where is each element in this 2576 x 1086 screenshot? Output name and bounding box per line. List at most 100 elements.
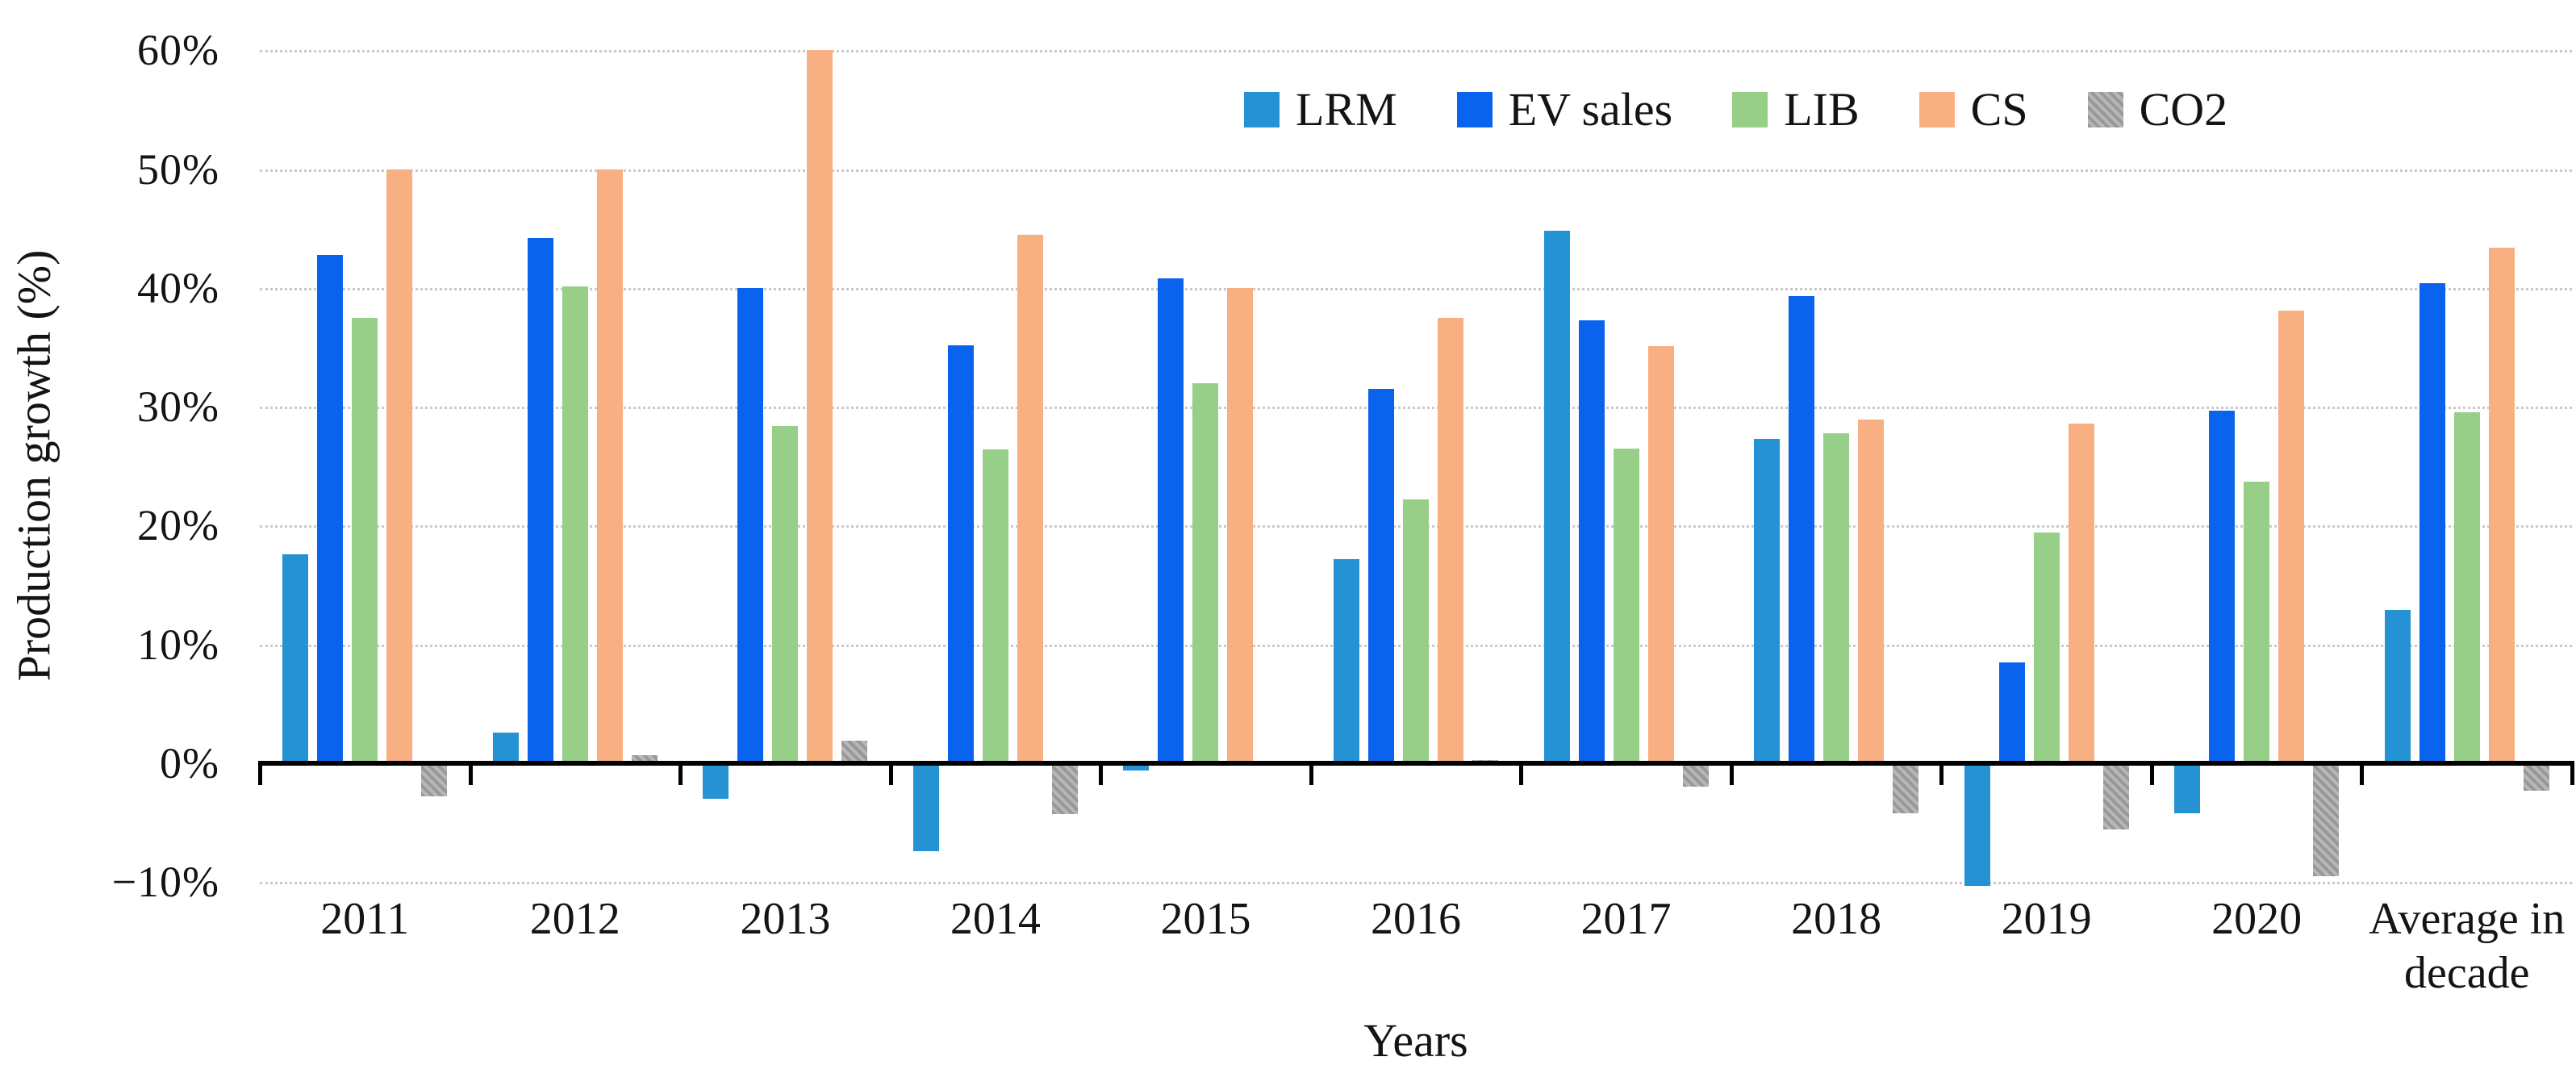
bar-2017-ev-sales [1578,320,1605,763]
y-tick-10: 10% [137,620,219,669]
gridline-60 [260,50,2572,53]
bar-2017-cs [1647,345,1674,763]
x-category-2014: 2014 [950,894,1041,944]
gridline-50 [260,169,2572,172]
legend-label-cs: CS [1970,83,2028,136]
bar-2012-ev-sales [527,237,553,763]
legend-item-co2: CO2 [2087,82,2228,136]
legend: LRM EV sales LIB CS CO2 [1244,82,2227,136]
x-category-2018: 2018 [1791,894,1882,944]
bar-2013-lrm [703,763,729,800]
bar-2016-lrm [1334,558,1359,763]
x-category-2013: 2013 [740,894,831,944]
bar-2011-lrm [282,553,309,763]
bar-2017-lrm [1543,231,1570,763]
legend-item-lrm: LRM [1244,82,1397,136]
bar-2011-lib [352,317,378,763]
bar-2013-co2 [841,741,868,763]
x-axis-tick [1519,761,1524,785]
bar-2019-cs [2068,423,2094,763]
y-tick-20: 20% [137,501,219,550]
bar-2013-ev-sales [737,287,764,763]
bar-2018-co2 [1893,763,1919,813]
x-axis-tick [1939,761,1944,785]
x-category-2020: 2020 [2211,894,2303,944]
x-axis-title: Years [1363,1014,1468,1067]
bar-2013-cs [807,50,833,763]
bar-2011-ev-sales [317,254,344,763]
bar-2014-cs [1017,234,1043,763]
bar-2014-lrm [912,763,939,851]
bar-2018-cs [1858,420,1885,763]
gridline-30 [260,407,2572,410]
x-axis-tick [888,761,893,785]
bar-average-lrm [2384,609,2411,763]
legend-label-co2: CO2 [2139,83,2228,136]
y-tick-50: 50% [137,144,219,194]
legend-label-ev-sales: EV sales [1508,83,1673,136]
legend-item-ev-sales: EV sales [1456,82,1673,136]
y-tick-40: 40% [137,263,219,312]
legend-swatch-lrm-icon [1244,91,1280,127]
x-axis-tick [258,761,262,785]
bar-2020-lib [2244,481,2270,763]
bar-2013-lib [772,425,799,763]
bar-average-ev-sales [2419,282,2445,763]
legend-swatch-ev-sales-icon [1456,91,1493,127]
x-axis-tick [1729,761,1734,785]
bar-2016-lib [1403,499,1429,763]
x-axis-tick [678,761,683,785]
y-tick-0: 0% [160,739,219,787]
bar-2012-lrm [492,732,519,763]
gridline--10 [260,882,2572,885]
bar-2020-cs [2278,310,2305,763]
bar-2018-lib [1823,432,1850,763]
x-axis-tick [2149,761,2154,785]
bar-2020-co2 [2313,763,2340,876]
x-axis-tick [1099,761,1104,785]
x-category-2015: 2015 [1160,894,1251,944]
x-axis-tick [2360,761,2365,785]
bar-2012-lib [562,286,588,763]
bar-2020-ev-sales [2209,410,2236,763]
bar-2014-co2 [1051,763,1078,815]
bar-2019-lib [2033,533,2060,763]
x-category-2017: 2017 [1580,894,1672,944]
x-axis-tick [1309,761,1313,785]
bar-2014-ev-sales [947,345,974,763]
y-tick-30: 30% [137,382,219,432]
bar-2019-lrm [1964,763,1990,886]
legend-item-lib: LIB [1732,82,1860,136]
x-axis-tick [2570,761,2574,785]
bar-2015-cs [1227,287,1254,763]
y-axis-title: Production growth (%) [7,249,61,682]
bar-2016-ev-sales [1368,389,1394,763]
legend-label-lrm: LRM [1296,83,1397,136]
bar-2017-co2 [1682,763,1709,787]
bar-2020-lrm [2174,763,2201,813]
bar-2019-ev-sales [1998,662,2025,763]
y-tick-neg10: −10% [111,858,219,907]
bar-2011-co2 [421,763,448,797]
bar-2014-lib [982,449,1008,763]
x-category-2012: 2012 [529,894,620,944]
legend-swatch-lib-icon [1732,91,1768,127]
bar-average-co2 [2523,763,2549,791]
x-axis-tick [468,761,473,785]
bar-2015-lrm [1123,763,1150,771]
legend-swatch-co2-icon [2087,91,2123,127]
legend-label-lib: LIB [1784,83,1860,136]
bar-2015-ev-sales [1158,278,1184,763]
bar-2017-lib [1613,448,1639,763]
bar-2018-lrm [1754,438,1781,763]
gridline-40 [260,287,2572,290]
x-category-2019: 2019 [2001,894,2092,944]
bar-2015-lib [1192,382,1219,763]
bar-2019-co2 [2102,763,2129,830]
y-tick-60: 60% [137,26,219,75]
bar-average-lib [2453,412,2480,763]
x-category-2016: 2016 [1370,894,1461,944]
x-category-average-in-decade: Average in decade [2369,894,2566,999]
x-axis-line [260,761,2572,766]
